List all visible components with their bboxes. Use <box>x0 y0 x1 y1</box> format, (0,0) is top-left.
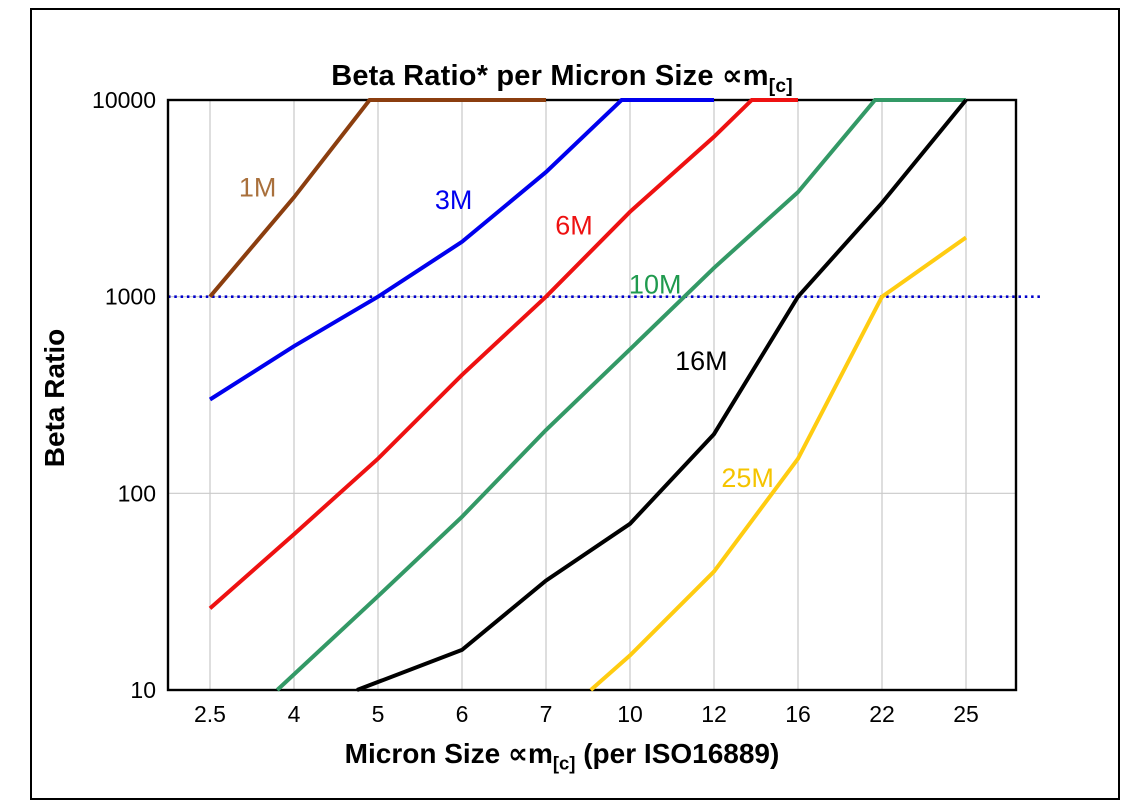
series-label-1M: 1M <box>239 172 277 202</box>
x-tick-label: 4 <box>288 701 301 727</box>
y-axis-title: Beta Ratio <box>39 328 70 468</box>
x-tick-label: 22 <box>869 701 895 727</box>
x-tick-label: 2.5 <box>194 701 226 727</box>
x-axis-title-post: (per ISO16889) <box>575 738 780 769</box>
y-tick-label: 100 <box>118 480 156 506</box>
series-line-3M <box>208 98 714 402</box>
x-axis-title-pre: Micron Size <box>344 738 509 769</box>
series-label-25M: 25M <box>721 463 774 493</box>
series-line-6M <box>208 98 798 610</box>
series-line-25M <box>589 235 968 692</box>
x-tick-label: 25 <box>953 701 979 727</box>
series-label-10M: 10M <box>629 270 682 300</box>
chart-title: Beta Ratio* per Micron Size ∝m[c] <box>0 58 1124 98</box>
chart-title-symbol: ∝m <box>721 60 769 92</box>
x-axis-title-symbol: ∝m <box>508 738 553 769</box>
y-tick-label: 10 <box>130 677 156 703</box>
y-tick-label: 10000 <box>92 87 156 113</box>
y-tick-label: 1000 <box>105 284 156 310</box>
series-line-1M <box>208 98 546 298</box>
chart-title-text: Beta Ratio* per Micron Size <box>331 60 722 92</box>
x-axis-title: Micron Size ∝m[c] (per ISO16889) <box>0 737 1124 775</box>
x-tick-label: 16 <box>785 701 811 727</box>
x-tick-label: 12 <box>701 701 727 727</box>
series-label-6M: 6M <box>555 211 593 241</box>
x-tick-label: 10 <box>617 701 643 727</box>
series-label-3M: 3M <box>435 185 473 215</box>
plot-border <box>166 98 1018 692</box>
x-tick-label: 5 <box>372 701 385 727</box>
chart-title-subscript: [c] <box>768 75 793 97</box>
series-label-16M: 16M <box>675 346 728 376</box>
series-line-10M <box>275 98 966 692</box>
x-tick-label: 6 <box>456 701 469 727</box>
series-line-16M <box>356 98 968 692</box>
x-tick-label: 7 <box>540 701 553 727</box>
x-axis-title-subscript: [c] <box>552 752 576 774</box>
